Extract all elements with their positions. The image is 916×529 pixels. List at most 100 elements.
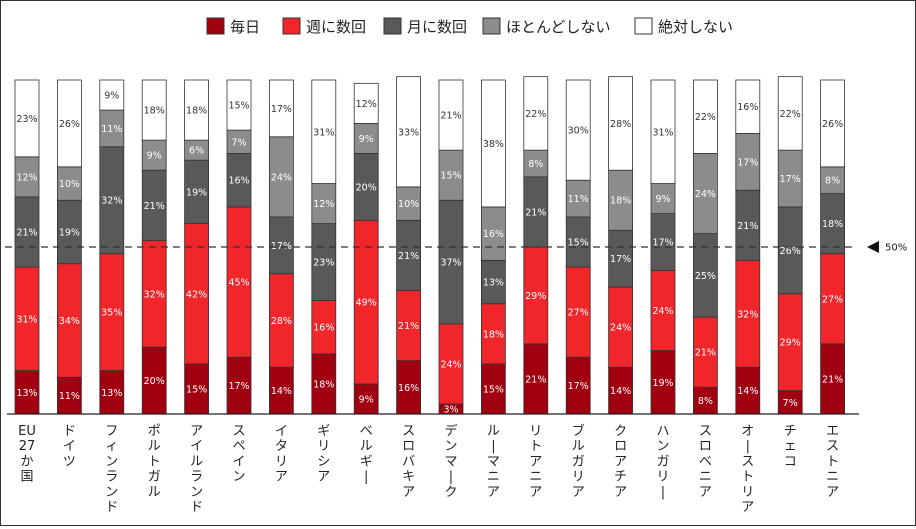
- bar-segment: [396, 76, 422, 188]
- bar-segment: [523, 246, 549, 345]
- bar-segment: [565, 266, 591, 358]
- bar-segment: [438, 149, 464, 201]
- legend-label: ほとんどしない: [506, 18, 611, 36]
- data-label: 21%: [440, 111, 461, 122]
- bar-segment: [820, 166, 845, 194]
- data-label: 8%: [698, 396, 713, 407]
- data-label: 15%: [228, 101, 249, 112]
- data-label: 11%: [101, 124, 122, 135]
- data-label: 14%: [271, 386, 292, 397]
- bar-stack: 21% 27% 18% 8% 26%: [820, 79, 845, 415]
- data-label: 37%: [440, 258, 461, 269]
- data-label: 10%: [398, 199, 419, 210]
- bar-segment: [396, 219, 422, 291]
- data-label: 32%: [101, 196, 122, 207]
- data-label: 9%: [147, 151, 162, 162]
- category-label: オ|ストリア: [741, 424, 754, 515]
- data-label: 21%: [525, 207, 546, 218]
- bar-segment: [311, 183, 337, 225]
- data-label: 9%: [104, 91, 119, 102]
- data-label: 11%: [568, 194, 589, 205]
- bar-segment: [820, 79, 845, 168]
- data-label: 25%: [695, 271, 716, 282]
- bar-segment: [268, 216, 294, 275]
- bar-segment: [820, 343, 845, 415]
- data-label: 15%: [186, 384, 207, 395]
- data-label: 16%: [737, 102, 758, 113]
- data-label: 31%: [313, 127, 334, 138]
- bar-segment: [608, 76, 633, 171]
- bar-segment: [14, 370, 40, 415]
- data-label: 16%: [313, 323, 334, 334]
- data-label: 42%: [186, 289, 207, 300]
- bar-segment: [57, 79, 82, 168]
- bar-stack: 20% 32% 21% 9% 18%: [141, 79, 167, 415]
- legend-swatch: [634, 17, 653, 35]
- bar-segment: [99, 146, 125, 255]
- data-label: 15%: [483, 384, 504, 395]
- category-label: ドイツ: [63, 424, 76, 469]
- legend: 毎日 週に数回 月に数回 ほとんどしない 絶対しない: [206, 17, 733, 36]
- category-label: アイルランド: [190, 424, 203, 515]
- bar-segment: [396, 290, 422, 361]
- bar-segment: [99, 109, 125, 148]
- legend-swatch: [482, 17, 501, 35]
- bar-segment: [650, 350, 676, 415]
- data-label: 38%: [483, 139, 504, 150]
- bar-segment: [693, 79, 718, 154]
- data-label: 26%: [59, 119, 80, 130]
- data-label: 31%: [652, 127, 673, 138]
- bar-segment: [396, 186, 422, 221]
- data-label: 26%: [822, 119, 843, 130]
- data-label: 27%: [568, 308, 589, 319]
- category-label: スロベニア: [699, 424, 712, 500]
- category-label: クロアチア: [614, 424, 627, 500]
- bar-segment: [14, 79, 40, 158]
- category-label: ブルガリア: [572, 423, 585, 500]
- bar-segment: [268, 136, 294, 218]
- data-label: 29%: [525, 291, 546, 302]
- bar-segment: [184, 79, 210, 141]
- bar-segment: [184, 363, 210, 415]
- data-label: 9%: [359, 394, 374, 405]
- data-label: 7%: [231, 137, 246, 148]
- data-label: 32%: [144, 289, 165, 300]
- bar-segment: [735, 366, 761, 415]
- data-label: 17%: [271, 241, 292, 252]
- data-label: 17%: [610, 254, 631, 265]
- data-label: 30%: [568, 126, 589, 137]
- legend-label: 月に数回: [407, 18, 467, 36]
- bar-stack: 21% 29% 21% 8% 22%: [523, 76, 549, 415]
- data-label: 49%: [356, 298, 377, 309]
- data-label: 17%: [568, 381, 589, 392]
- category-label: エストニア: [826, 424, 839, 500]
- bar-segment: [438, 323, 464, 405]
- bar-segment: [14, 156, 40, 198]
- bar-stack: 13% 31% 21% 12% 23%: [14, 79, 40, 415]
- data-label: 10%: [59, 179, 80, 190]
- bar-segment: [57, 263, 82, 378]
- data-label: 21%: [398, 321, 419, 332]
- data-label: 21%: [16, 227, 37, 238]
- data-label: 34%: [59, 316, 80, 327]
- data-label: 31%: [16, 314, 37, 325]
- legend-item: 毎日: [206, 17, 260, 36]
- bar-segment: [523, 149, 549, 178]
- data-label: 19%: [186, 187, 207, 198]
- bar-segment: [141, 169, 167, 241]
- bar-segment: [396, 360, 422, 415]
- data-label: 12%: [313, 199, 334, 210]
- bar-stack: 7% 29% 26% 17% 22%: [777, 76, 803, 415]
- data-label: 23%: [313, 258, 334, 269]
- data-label: 24%: [610, 323, 631, 334]
- data-label: 32%: [737, 309, 758, 320]
- data-label: 18%: [483, 329, 504, 340]
- data-label: 9%: [359, 134, 374, 145]
- legend-item: 週に数回: [282, 17, 366, 36]
- data-label: 11%: [59, 391, 80, 402]
- bar-segment: [820, 253, 845, 345]
- data-label: 20%: [144, 376, 165, 387]
- bar-segment: [565, 79, 591, 181]
- reference-line-label: 50%: [885, 243, 907, 254]
